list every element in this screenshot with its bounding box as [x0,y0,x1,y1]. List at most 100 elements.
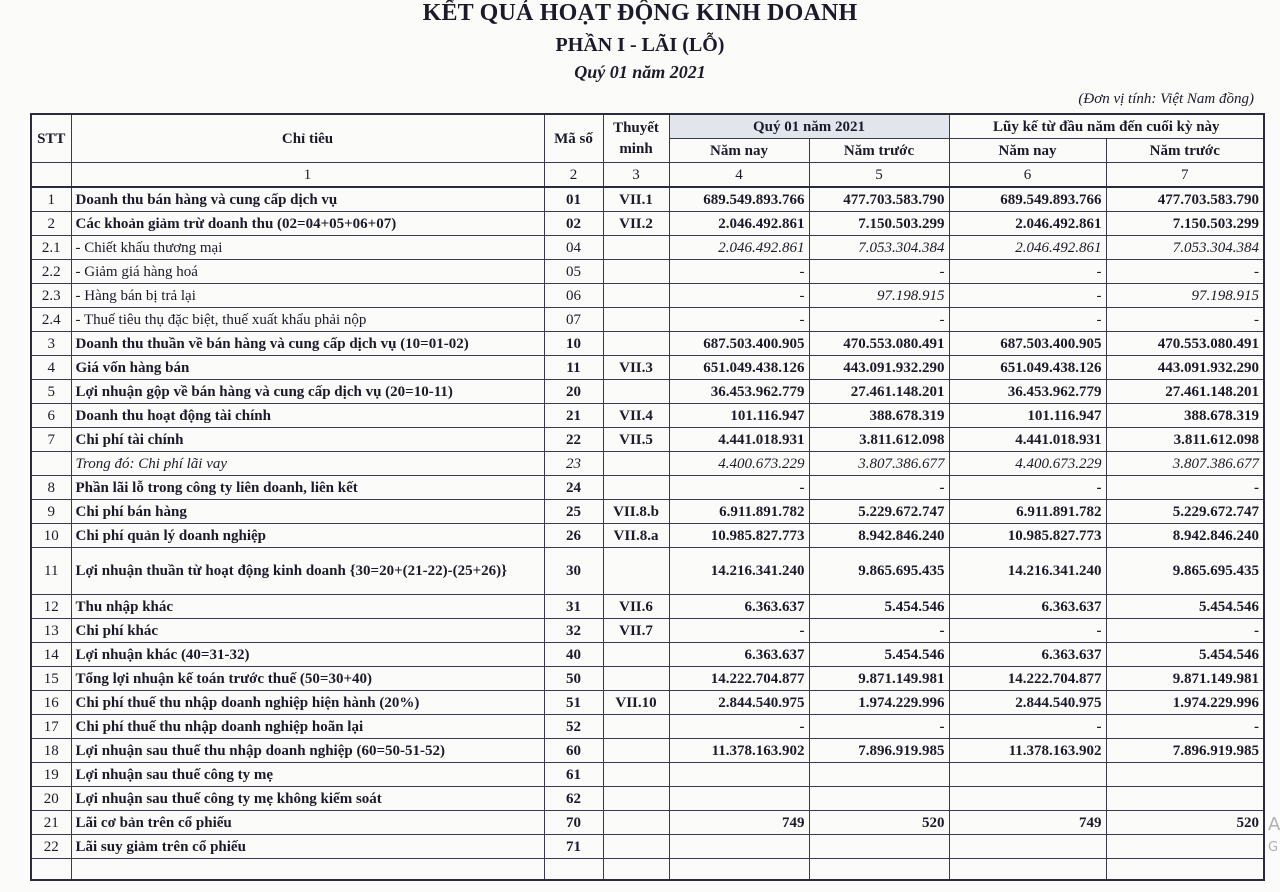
quarter-this-year-value [668,834,810,859]
row-stt: 14 [30,642,72,667]
row-note: VII.7 [602,618,670,643]
ytd-this-year-value: 11.378.163.902 [948,738,1107,763]
ytd-this-year-value: - [948,618,1107,643]
quarter-last-year-value [808,834,950,859]
quarter-this-year-value: - [668,307,810,332]
row-stt: 12 [30,594,72,619]
quarter-this-year-value: 2.046.492.861 [668,235,810,260]
ytd-this-year-value: - [948,283,1107,308]
blank-cell [543,858,604,881]
blank-cell [668,858,810,881]
row-note [602,475,670,500]
row-stt: 1 [30,186,72,212]
quarter-last-year-value: 470.553.080.491 [808,331,950,356]
row-note: VII.4 [602,403,670,428]
row-label: Lãi cơ bản trên cổ phiếu [70,810,545,835]
quarter-last-year-value: 3.811.612.098 [808,427,950,452]
quarter-last-year-value: - [808,307,950,332]
column-number: 3 [602,162,670,188]
column-number [30,162,72,188]
row-stt: 6 [30,403,72,428]
row-stt: 2.1 [30,235,72,260]
quarter-this-year-value: - [668,475,810,500]
ytd-this-year-value: 2.844.540.975 [948,690,1107,715]
quarter-last-year-value: 8.942.846.240 [808,523,950,548]
column-number: 5 [808,162,950,188]
quarter-this-year-value: 689.549.893.766 [668,186,810,212]
report-period: Quý 01 năm 2021 [574,62,706,82]
table-row: 9 Chi phí bán hàng 25 VII.8.b 6.911.891.782 5… [30,499,1265,524]
row-code: 30 [543,547,604,595]
table-row: 7 Chi phí tài chính 22 VII.5 4.441.018.931 3.… [30,427,1265,452]
row-note [602,259,670,284]
ytd-last-year-value: 8.942.846.240 [1105,523,1265,548]
blank-cell [30,858,72,881]
row-label: Doanh thu thuần về bán hàng và cung cấp … [70,331,545,356]
row-note [602,547,670,595]
table-row: 2 Các khoản giảm trừ doanh thu (02=04+05+… [30,211,1265,236]
ytd-this-year-value: 651.049.438.126 [948,355,1107,380]
ytd-last-year-value: 477.703.583.790 [1105,186,1265,212]
row-label: - Chiết khấu thương mại [70,235,545,260]
row-label: - Thuế tiêu thụ đặc biệt, thuế xuất khẩu… [70,307,545,332]
row-code: 07 [543,307,604,332]
quarter-this-year-value: 4.400.673.229 [668,451,810,476]
quarter-this-year-value: 651.049.438.126 [668,355,810,380]
ytd-this-year-value: 687.503.400.905 [948,331,1107,356]
quarter-last-year-value: 5.229.672.747 [808,499,950,524]
quarter-last-year-value [808,786,950,811]
quarter-this-year-value: 749 [668,810,810,835]
table-row: 19 Lợi nhuận sau thuế công ty mẹ 61 [30,762,1265,787]
row-note [602,331,670,356]
row-label: Chi phí khác [70,618,545,643]
table-row: 2.1 - Chiết khấu thương mại 04 2.046.492.8… [30,235,1265,260]
table-row: 18 Lợi nhuận sau thuế thu nhập doanh nghi… [30,738,1265,763]
row-note [602,738,670,763]
ytd-last-year-value: 7.896.919.985 [1105,738,1265,763]
row-label: Tổng lợi nhuận kế toán trước thuế (50=30… [70,666,545,691]
quarter-last-year-value: - [808,259,950,284]
row-code: 20 [543,379,604,404]
ytd-last-year-value: 470.553.080.491 [1105,331,1265,356]
row-stt: 2.3 [30,283,72,308]
ytd-this-year-value: - [948,714,1107,739]
table-row: 14 Lợi nhuận khác (40=31-32) 40 6.363.637 5.… [30,642,1265,667]
quarter-last-year-value: - [808,618,950,643]
ytd-last-year-value: 3.811.612.098 [1105,427,1265,452]
row-note: VII.8.b [602,499,670,524]
ytd-this-year-value: 689.549.893.766 [948,186,1107,212]
table-row: 4 Giá vốn hàng bán 11 VII.3 651.049.438.126 4… [30,355,1265,380]
report-subtitle: PHẦN I - LÃI (LỖ) [555,34,725,56]
header-note: Thuyết minh [602,113,670,163]
table-row: 2.4 - Thuế tiêu thụ đặc biệt, thuế xuất … [30,307,1265,332]
column-number: 1 [70,162,545,188]
row-code: 71 [543,834,604,859]
quarter-this-year-value: - [668,259,810,284]
row-note: VII.3 [602,355,670,380]
ytd-this-year-value: 6.911.891.782 [948,499,1107,524]
row-note [602,235,670,260]
row-label: - Hàng bán bị trả lại [70,283,545,308]
ytd-last-year-value: 5.454.546 [1105,642,1265,667]
table-row: 1 Doanh thu bán hàng và cung cấp dịch vụ 0… [30,186,1265,212]
quarter-last-year-value: 477.703.583.790 [808,186,950,212]
ytd-this-year-value: - [948,307,1107,332]
row-label: Giá vốn hàng bán [70,355,545,380]
table-row: 17 Chi phí thuế thu nhập doanh nghiệp hoã… [30,714,1265,739]
quarter-last-year-value: 443.091.932.290 [808,355,950,380]
ytd-this-year-value [948,834,1107,859]
ytd-this-year-value: 4.400.673.229 [948,451,1107,476]
quarter-this-year-value: 6.363.637 [668,594,810,619]
row-label: Lợi nhuận sau thuế thu nhập doanh nghiệp… [70,738,545,763]
row-note: VII.10 [602,690,670,715]
quarter-this-year-value: - [668,283,810,308]
quarter-last-year-value: 9.865.695.435 [808,547,950,595]
table-row: 20 Lợi nhuận sau thuế công ty mẹ không ki… [30,786,1265,811]
header-quarter-last-year: Năm trước [808,138,950,163]
watermark-text: G [1268,840,1279,855]
row-stt: 15 [30,666,72,691]
header-indicator: Chỉ tiêu [70,113,545,163]
ytd-last-year-value: 443.091.932.290 [1105,355,1265,380]
quarter-this-year-value: 4.441.018.931 [668,427,810,452]
row-code: 06 [543,283,604,308]
